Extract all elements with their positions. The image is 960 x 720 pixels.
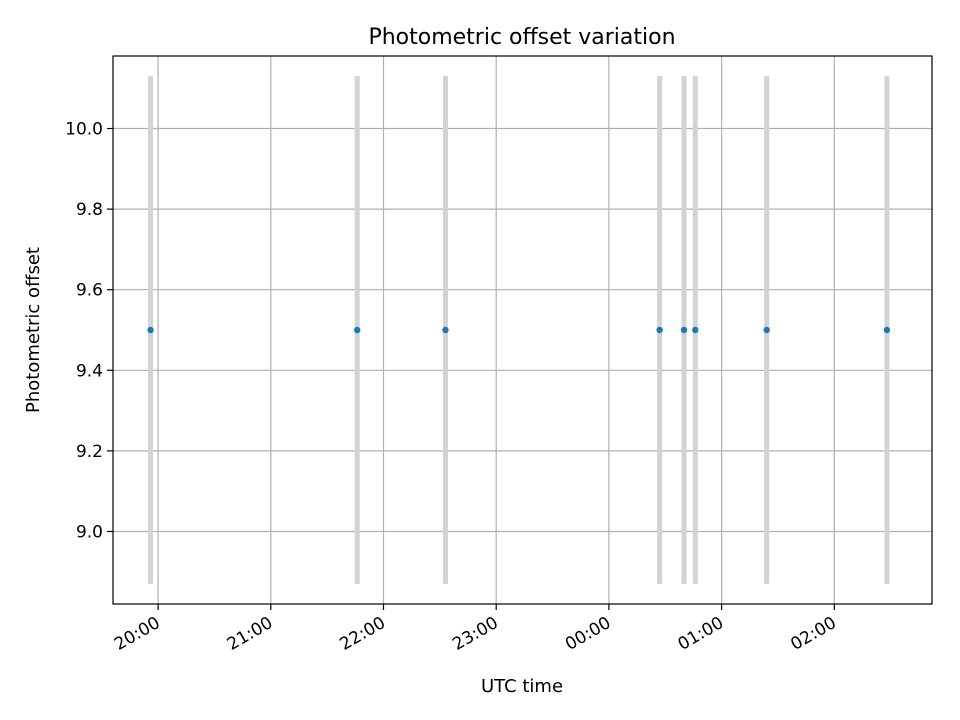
data-point — [147, 326, 154, 334]
plot-frame — [112, 55, 933, 605]
y-axis-ticks: 9.0 9.2 9.4 9.6 9.8 10.0 — [65, 120, 113, 542]
y-tick-label: 10.0 — [65, 120, 103, 140]
grid-lines — [113, 56, 932, 604]
data-point — [763, 326, 770, 334]
data-point — [442, 326, 449, 334]
x-tick-label: 23:00 — [449, 613, 501, 655]
data-point — [656, 326, 663, 334]
error-bars — [148, 76, 890, 584]
data-points — [147, 326, 891, 334]
data-point — [353, 326, 361, 334]
data-point — [883, 326, 891, 334]
x-tick-label: 21:00 — [224, 613, 276, 655]
x-tick-label: 01:00 — [675, 613, 727, 655]
x-axis-label: UTC time — [481, 676, 563, 697]
y-tick-label: 9.6 — [76, 281, 103, 301]
x-tick-label: 20:00 — [111, 613, 163, 655]
data-point — [680, 326, 688, 334]
y-tick-label: 9.4 — [76, 361, 103, 381]
y-tick-label: 9.2 — [76, 442, 103, 462]
chart-title: Photometric offset variation — [368, 25, 675, 50]
x-tick-label: 22:00 — [337, 613, 389, 655]
x-tick-label: 02:00 — [787, 613, 839, 655]
y-axis-label: Photometric offset — [23, 247, 44, 413]
y-tick-label: 9.0 — [76, 522, 103, 542]
y-tick-label: 9.8 — [76, 200, 103, 220]
x-axis-ticks: 20:00 21:00 22:00 23:00 00:00 01:00 02:00 — [111, 604, 840, 655]
x-tick-label: 00:00 — [562, 613, 614, 655]
data-point — [692, 326, 699, 334]
